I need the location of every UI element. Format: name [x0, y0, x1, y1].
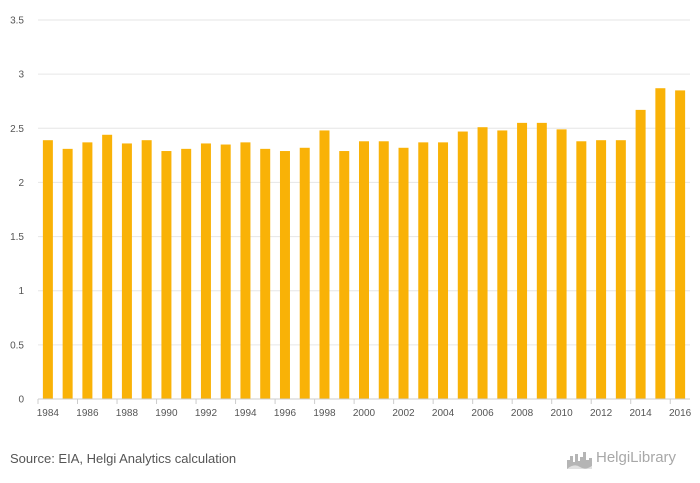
- x-tick-label: 1986: [76, 408, 99, 419]
- bar-1988: [121, 143, 132, 399]
- x-tick-label: 1992: [195, 408, 218, 419]
- x-tick-label: 1994: [234, 408, 257, 419]
- y-axis-tick-labels: 0 0.5 1 1.5 2 2.5 3 3.5: [10, 16, 24, 406]
- x-tick-label: 1990: [155, 408, 178, 419]
- x-tick-label: 2010: [550, 408, 573, 419]
- bar-2006: [477, 127, 488, 399]
- bar-1992: [200, 143, 211, 399]
- x-tick-label: 2004: [432, 408, 455, 419]
- helgi-library-logo: HelgiLibrary: [566, 447, 692, 471]
- bar-2016: [675, 90, 686, 399]
- x-tick-label: 1998: [313, 408, 336, 419]
- bar-2002: [398, 147, 409, 399]
- x-tick-label: 2000: [353, 408, 376, 419]
- bar-2009: [536, 122, 547, 400]
- x-tick-label: 1996: [274, 408, 297, 419]
- y-tick-label: 0: [18, 395, 24, 406]
- bar-1993: [220, 144, 231, 399]
- x-tick-label: 2014: [629, 408, 652, 419]
- bar-1989: [141, 140, 152, 399]
- source-note: Source: EIA, Helgi Analytics calculation: [10, 451, 237, 466]
- x-tick-label: 2016: [669, 408, 692, 419]
- bar-1986: [82, 142, 93, 400]
- y-tick-label: 3.5: [10, 16, 24, 27]
- bar-2004: [438, 142, 449, 400]
- bar-2007: [497, 130, 508, 399]
- bar-1997: [299, 147, 310, 399]
- bar-1984: [42, 140, 53, 399]
- y-tick-label: 0.5: [10, 340, 24, 351]
- bar-2013: [615, 140, 626, 399]
- y-tick-label: 2.5: [10, 124, 24, 135]
- bar-1987: [102, 134, 113, 399]
- x-tick-label: 1988: [116, 408, 139, 419]
- bar-1999: [339, 151, 350, 399]
- bar-2000: [359, 141, 369, 399]
- x-tick-label: 2002: [392, 408, 415, 419]
- bar-2014: [635, 109, 646, 399]
- bar-2010: [556, 129, 567, 399]
- y-tick-label: 1: [18, 286, 24, 297]
- bar-1995: [260, 148, 271, 399]
- bars: [42, 88, 686, 400]
- bar-chart: 0 0.5 1 1.5 2 2.5 3 3.5 1984 1986 1988 1990 1992 199…: [10, 16, 692, 420]
- bar-2012: [596, 140, 607, 399]
- y-tick-label: 2: [18, 178, 24, 189]
- x-tick-label: 1984: [37, 408, 60, 419]
- x-tick-label: 2012: [590, 408, 613, 419]
- y-tick-label: 1.5: [10, 232, 24, 243]
- bar-1996: [279, 151, 290, 399]
- x-tick-label: 2006: [471, 408, 494, 419]
- y-tick-label: 3: [18, 70, 24, 81]
- bar-2005: [457, 131, 468, 399]
- bar-2015: [655, 88, 666, 399]
- bar-2001: [378, 141, 389, 399]
- city-skyline-icon: [567, 452, 593, 469]
- x-tick-label: 2008: [511, 408, 534, 419]
- bar-1990: [161, 151, 172, 399]
- bar-2008: [517, 122, 528, 400]
- bar-1998: [319, 130, 330, 399]
- x-axis: 1984 1986 1988 1990 1992 1994 1996 1998 2000 2002…: [37, 398, 692, 419]
- logo-text: HelgiLibrary: [596, 449, 677, 466]
- bar-2011: [576, 141, 587, 399]
- bar-1985: [62, 148, 73, 399]
- bar-1994: [240, 142, 251, 400]
- bar-2003: [418, 142, 429, 400]
- bar-1991: [181, 148, 192, 399]
